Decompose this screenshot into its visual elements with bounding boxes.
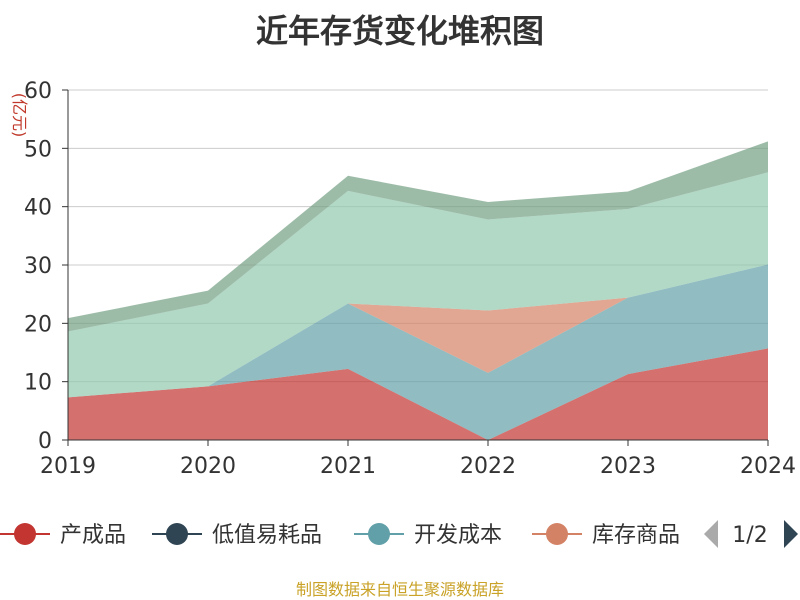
legend-item[interactable]: 库存商品 xyxy=(532,523,680,548)
legend-marker xyxy=(368,523,390,545)
area-产成品 xyxy=(68,348,768,440)
y-tick-label: 0 xyxy=(38,429,52,454)
chart-title: 近年存货变化堆积图 xyxy=(255,12,544,50)
legend: 产成品 低值易耗品 开发成本 库存商品 1/2 xyxy=(0,510,800,560)
legend-clip-mask xyxy=(684,510,800,560)
area-开发成本 xyxy=(68,264,768,440)
legend-label: 开发成本 xyxy=(414,523,502,548)
legend-marker xyxy=(14,523,36,545)
legend-label: 产成品 xyxy=(60,523,126,548)
x-tick-label: 2024 xyxy=(740,454,796,479)
y-tick-label: 30 xyxy=(24,254,52,279)
area-在产品 xyxy=(68,141,768,332)
legend-label: 低值易耗品 xyxy=(212,523,322,548)
legend-item[interactable]: 产成品 xyxy=(0,523,126,548)
legend-prev-page-icon[interactable] xyxy=(704,520,718,548)
x-tick-label: 2023 xyxy=(600,454,656,479)
y-axis-unit-label: (亿元) xyxy=(10,93,29,138)
y-tick-label: 50 xyxy=(24,137,52,162)
x-tick-label: 2019 xyxy=(40,454,96,479)
legend-label: 库存商品 xyxy=(592,523,680,548)
area-series xyxy=(68,141,768,440)
area-原材料 xyxy=(68,172,768,398)
y-tick-label: 40 xyxy=(24,196,52,221)
area-库存商品 xyxy=(68,264,768,398)
legend-item[interactable]: 开发成本 xyxy=(354,523,502,548)
y-tick-label: 10 xyxy=(24,371,52,396)
legend-next-page-icon[interactable] xyxy=(784,520,798,548)
data-source-footer: 制图数据来自恒生聚源数据库 xyxy=(295,580,504,599)
y-tick-label: 20 xyxy=(24,312,52,337)
axes: 0 10 20 30 40 50 60 2019 2020 2021 2022 2023 2024 xyxy=(24,79,796,479)
y-tick-label: 60 xyxy=(24,79,52,104)
legend-page-indicator: 1/2 xyxy=(732,523,767,548)
legend-marker xyxy=(166,523,188,545)
legend-marker xyxy=(546,523,568,545)
x-tick-label: 2021 xyxy=(320,454,376,479)
x-tick-label: 2022 xyxy=(460,454,516,479)
legend-item[interactable]: 低值易耗品 xyxy=(152,523,322,548)
x-tick-label: 2020 xyxy=(180,454,236,479)
